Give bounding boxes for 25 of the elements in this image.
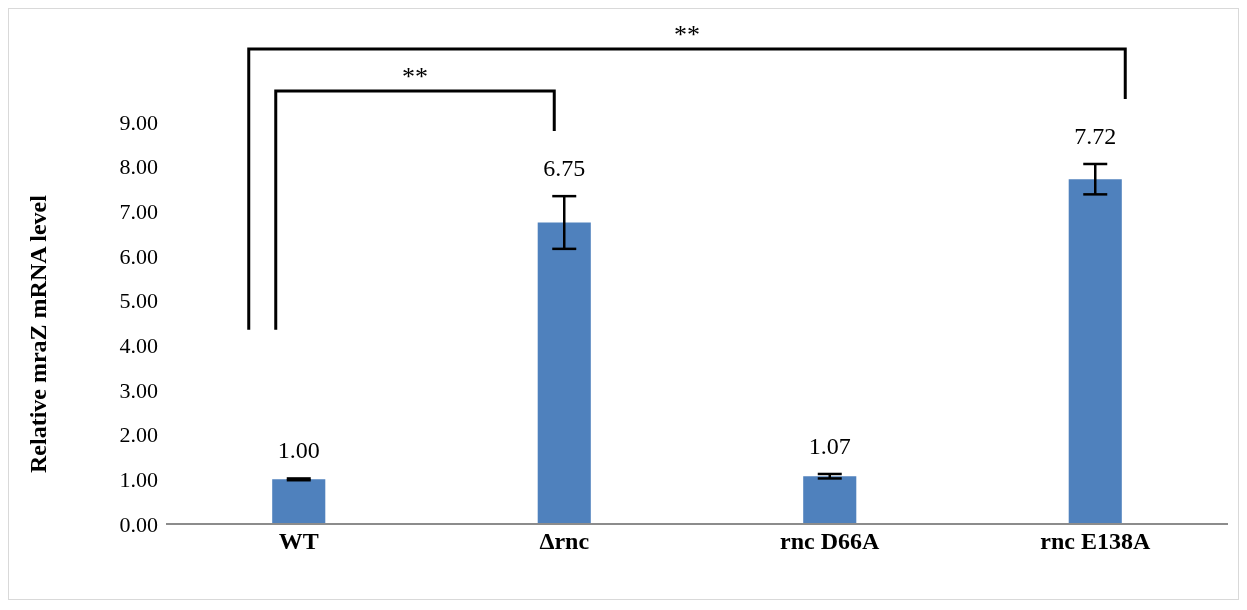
bar (272, 479, 326, 524)
data-label: 1.00 (277, 437, 320, 464)
x-tick-label: Δrnc (539, 528, 590, 555)
data-label: 6.75 (543, 155, 586, 182)
bar (1068, 179, 1122, 524)
y-axis-title: Relative mraZ mRNA level (24, 194, 51, 473)
data-label: 7.72 (1074, 122, 1117, 149)
y-tick-label: 5.00 (119, 288, 158, 314)
text: ** (674, 20, 700, 49)
x-tick-label: WT (278, 528, 319, 555)
x-tick-label: rnc D66A (780, 528, 881, 555)
x-tick-label: rnc E138A (1040, 528, 1151, 555)
data-label: 1.07 (808, 432, 851, 459)
y-tick-label: 6.00 (119, 243, 158, 269)
y-tick-label: 9.00 (119, 109, 158, 135)
y-tick-label: 4.00 (119, 333, 158, 359)
y-tick-label: 3.00 (119, 377, 158, 403)
y-tick-label: 0.00 (119, 511, 158, 537)
bar (537, 222, 591, 524)
y-tick-label: 7.00 (119, 199, 158, 225)
y-tick-label: 2.00 (119, 422, 158, 448)
y-tick-label: 8.00 (119, 154, 158, 180)
text: ** (402, 62, 428, 91)
y-tick-label: 1.00 (119, 467, 158, 493)
bar (803, 476, 857, 524)
